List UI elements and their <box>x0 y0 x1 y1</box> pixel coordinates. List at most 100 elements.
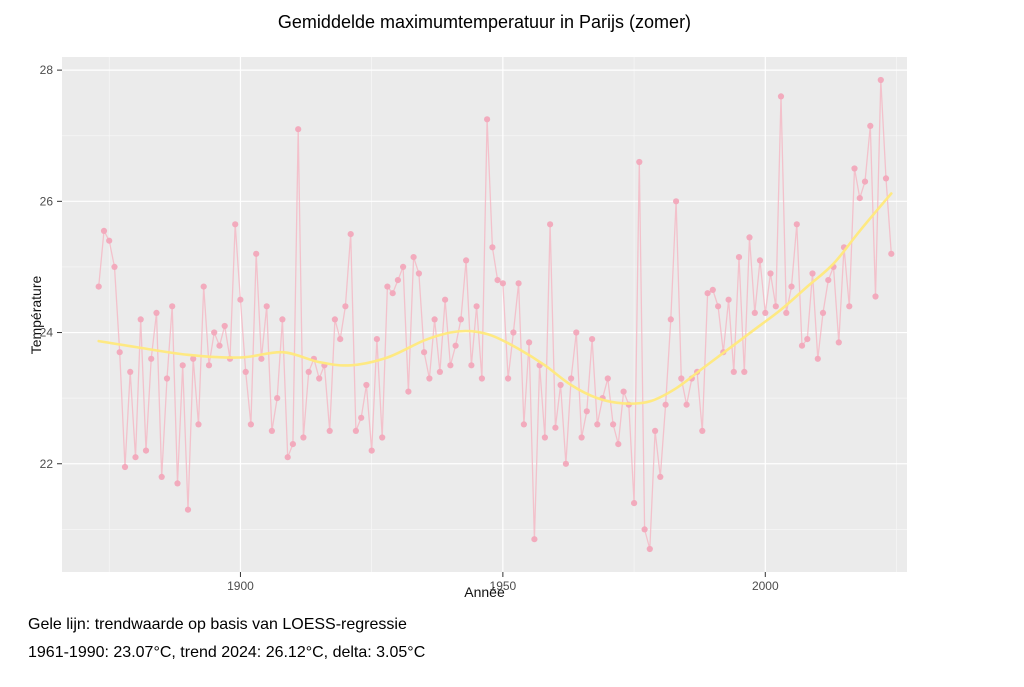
data-point <box>620 388 627 395</box>
data-point <box>804 336 811 343</box>
data-point <box>268 427 275 434</box>
data-point <box>793 221 800 228</box>
y-tick-label: 26 <box>40 194 54 208</box>
data-point <box>247 421 254 428</box>
data-point <box>347 231 354 238</box>
data-point <box>725 296 732 303</box>
data-point <box>568 375 575 382</box>
data-point <box>242 368 249 375</box>
data-point <box>578 434 585 441</box>
data-point <box>730 368 737 375</box>
data-point <box>221 322 228 330</box>
y-tick-label: 28 <box>40 63 54 77</box>
data-point <box>751 309 758 316</box>
caption-line-loess: Gele lijn: trendwaarde op basis van LOES… <box>28 616 407 633</box>
data-point <box>258 355 265 362</box>
series-line <box>98 79 892 550</box>
data-point <box>541 434 549 441</box>
data-point <box>116 349 123 356</box>
chart-title: Gemiddelde maximumtemperatuur in Parijs … <box>277 12 692 32</box>
data-point <box>358 414 365 421</box>
data-point <box>158 473 165 480</box>
data-point <box>772 303 779 310</box>
data-point <box>557 381 564 389</box>
data-point <box>478 375 485 382</box>
data-point <box>520 421 528 428</box>
data-point <box>447 362 454 369</box>
data-point <box>709 286 716 293</box>
data-point <box>373 336 380 343</box>
data-point <box>767 270 774 277</box>
data-point <box>846 303 853 310</box>
data-point <box>284 454 291 461</box>
data-point <box>379 434 386 441</box>
data-point <box>861 178 869 185</box>
data-point <box>436 368 443 375</box>
data-point <box>153 309 160 316</box>
data-point <box>604 375 611 382</box>
data-point <box>631 500 638 507</box>
data-point <box>100 227 108 234</box>
data-point <box>127 368 134 375</box>
data-point <box>573 329 580 336</box>
data-point <box>363 381 370 389</box>
data-point <box>452 342 459 349</box>
data-point <box>809 270 816 277</box>
data-point <box>389 290 396 297</box>
data-point <box>132 454 139 461</box>
data-point <box>798 342 806 349</box>
data-point <box>657 473 664 480</box>
data-point <box>673 198 680 205</box>
data-point <box>510 329 517 336</box>
data-point <box>652 427 659 434</box>
data-point <box>237 296 244 303</box>
data-point <box>678 375 685 382</box>
data-point <box>468 362 475 369</box>
data-point <box>300 434 307 441</box>
data-point <box>636 158 643 166</box>
data-point <box>326 427 333 434</box>
data-point <box>762 309 769 316</box>
data-point <box>856 195 863 202</box>
data-point <box>316 375 323 382</box>
data-point <box>95 283 102 290</box>
caption: Gele lijn: trendwaarde op basis van LOES… <box>28 611 425 667</box>
data-point <box>426 375 433 382</box>
y-tick-label: 24 <box>40 326 54 340</box>
data-point <box>825 277 832 284</box>
data-point <box>814 355 821 362</box>
data-point <box>788 283 795 290</box>
data-point <box>552 424 559 431</box>
data-point <box>394 277 401 284</box>
data-point <box>594 421 601 428</box>
data-point <box>867 122 874 129</box>
data-point <box>494 277 501 284</box>
data-point <box>431 316 438 323</box>
data-point <box>735 254 743 261</box>
y-tick-label: 22 <box>40 457 54 471</box>
data-point <box>163 375 171 382</box>
data-point <box>882 175 890 182</box>
temperature-chart: 22 24 26 28 1900 1950 2000 <box>40 57 907 593</box>
data-point <box>777 93 785 100</box>
x-tick-label: 2000 <box>752 579 779 593</box>
data-point <box>184 506 192 513</box>
data-point <box>421 349 428 356</box>
data-point <box>410 254 417 261</box>
data-point <box>835 339 842 346</box>
data-point <box>615 441 622 448</box>
data-point <box>484 116 491 123</box>
data-point <box>442 296 449 303</box>
data-point <box>505 375 512 382</box>
data-point <box>279 316 286 323</box>
data-point <box>174 480 181 487</box>
data-point <box>106 237 113 244</box>
data-point <box>384 283 391 290</box>
data-point <box>179 362 186 369</box>
data-point <box>589 336 596 343</box>
data-point <box>368 447 375 454</box>
data-point <box>783 309 790 316</box>
data-point <box>190 355 197 362</box>
data-point <box>683 401 690 408</box>
data-point <box>667 316 674 323</box>
